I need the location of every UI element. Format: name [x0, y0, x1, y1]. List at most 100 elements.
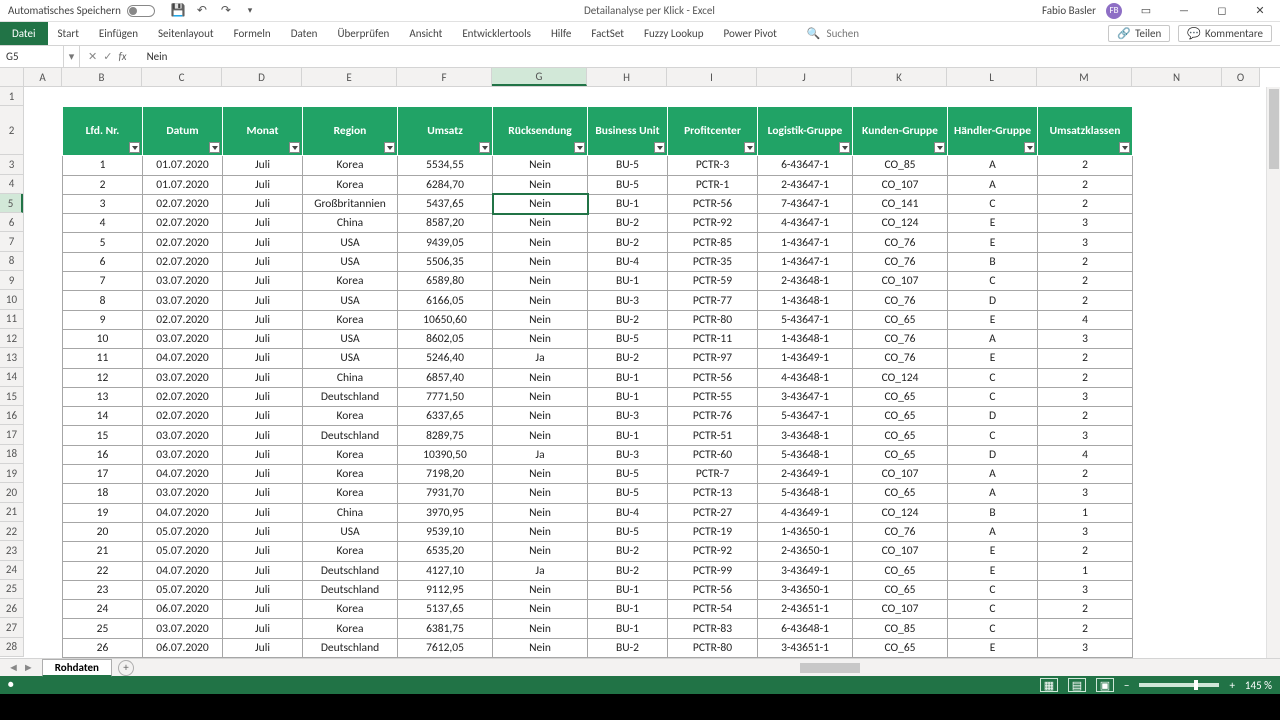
- cell[interactable]: PCTR-13: [668, 484, 758, 503]
- cell[interactable]: CO_141: [853, 194, 948, 213]
- cell[interactable]: Juli: [223, 407, 303, 426]
- cell[interactable]: 7771,50: [398, 387, 493, 406]
- minimize-icon[interactable]: —: [1170, 1, 1198, 21]
- cell[interactable]: E: [948, 561, 1038, 580]
- cell[interactable]: A: [948, 484, 1038, 503]
- cell[interactable]: 4: [1038, 445, 1133, 464]
- cell[interactable]: 15: [63, 426, 143, 445]
- cell[interactable]: BU-5: [588, 522, 668, 541]
- cell[interactable]: E: [948, 233, 1038, 252]
- cell[interactable]: 2-43647-1: [758, 175, 853, 194]
- cell[interactable]: PCTR-59: [668, 272, 758, 291]
- redo-icon[interactable]: ↷: [219, 4, 233, 18]
- cell[interactable]: Deutschland: [303, 638, 398, 657]
- cell[interactable]: 1-43648-1: [758, 291, 853, 310]
- cell[interactable]: 7612,05: [398, 638, 493, 657]
- cell[interactable]: E: [948, 310, 1038, 329]
- fx-icon[interactable]: fx: [118, 50, 132, 63]
- cell[interactable]: BU-5: [588, 465, 668, 484]
- cell[interactable]: 3: [1038, 580, 1133, 599]
- cell[interactable]: PCTR-56: [668, 194, 758, 213]
- cell[interactable]: Ja: [493, 445, 588, 464]
- col-header[interactable]: M: [1037, 68, 1132, 86]
- cell[interactable]: BU-1: [588, 580, 668, 599]
- cell[interactable]: CO_124: [853, 214, 948, 233]
- cell[interactable]: 8289,75: [398, 426, 493, 445]
- cell[interactable]: BU-2: [588, 233, 668, 252]
- col-header[interactable]: F: [397, 68, 492, 86]
- table-header[interactable]: Händler-Gruppe: [948, 107, 1038, 156]
- cell[interactable]: PCTR-51: [668, 426, 758, 445]
- table-header[interactable]: Rücksendung: [493, 107, 588, 156]
- cell[interactable]: BU-1: [588, 194, 668, 213]
- cell[interactable]: BU-2: [588, 214, 668, 233]
- cell[interactable]: 01.07.2020: [143, 175, 223, 194]
- filter-icon[interactable]: [654, 142, 665, 153]
- cell[interactable]: CO_65: [853, 445, 948, 464]
- autosave-toggle[interactable]: Automatisches Speichern: [0, 4, 163, 17]
- cell[interactable]: 2: [1038, 272, 1133, 291]
- table-header[interactable]: Profitcenter: [668, 107, 758, 156]
- cell[interactable]: 5246,40: [398, 349, 493, 368]
- tab-einfügen[interactable]: Einfügen: [89, 22, 148, 45]
- cell[interactable]: BU-1: [588, 272, 668, 291]
- cell[interactable]: 4: [1038, 310, 1133, 329]
- cell[interactable]: 1-43648-1: [758, 329, 853, 348]
- cell[interactable]: BU-5: [588, 156, 668, 175]
- cell[interactable]: D: [948, 407, 1038, 426]
- cell[interactable]: 4-43647-1: [758, 214, 853, 233]
- cell[interactable]: CO_65: [853, 580, 948, 599]
- cell[interactable]: USA: [303, 233, 398, 252]
- cell[interactable]: CO_65: [853, 561, 948, 580]
- table-header[interactable]: Kunden-Gruppe: [853, 107, 948, 156]
- cell[interactable]: 1: [1038, 503, 1133, 522]
- col-header[interactable]: D: [222, 68, 302, 86]
- cell[interactable]: Juli: [223, 561, 303, 580]
- row-header[interactable]: 7: [0, 232, 23, 251]
- zoom-in-icon[interactable]: +: [1229, 679, 1234, 692]
- cell[interactable]: Nein: [493, 194, 588, 213]
- cell[interactable]: BU-2: [588, 561, 668, 580]
- cell[interactable]: C: [948, 580, 1038, 599]
- cell[interactable]: Nein: [493, 387, 588, 406]
- cell[interactable]: BU-3: [588, 291, 668, 310]
- cell[interactable]: Nein: [493, 329, 588, 348]
- cell[interactable]: Korea: [303, 465, 398, 484]
- tab-hilfe[interactable]: Hilfe: [541, 22, 581, 45]
- zoom-out-icon[interactable]: −: [1124, 679, 1129, 692]
- cell[interactable]: Korea: [303, 310, 398, 329]
- cell[interactable]: 7931,70: [398, 484, 493, 503]
- cell[interactable]: 1-43650-1: [758, 522, 853, 541]
- cell[interactable]: 6857,40: [398, 368, 493, 387]
- cell[interactable]: 03.07.2020: [143, 619, 223, 638]
- cell[interactable]: Juli: [223, 619, 303, 638]
- cell[interactable]: 2: [1038, 368, 1133, 387]
- row-header[interactable]: 21: [0, 503, 23, 522]
- qat-more-icon[interactable]: ▾: [243, 4, 257, 18]
- cell[interactable]: E: [948, 638, 1038, 657]
- cell[interactable]: C: [948, 600, 1038, 619]
- row-header[interactable]: 23: [0, 541, 23, 560]
- cell[interactable]: 3970,95: [398, 503, 493, 522]
- cell[interactable]: 6535,20: [398, 542, 493, 561]
- accept-formula-icon[interactable]: ✓: [103, 50, 112, 63]
- cell[interactable]: 2: [1038, 619, 1133, 638]
- cell[interactable]: 02.07.2020: [143, 194, 223, 213]
- row-header[interactable]: 2: [0, 106, 23, 155]
- cell[interactable]: 02.07.2020: [143, 407, 223, 426]
- cell[interactable]: A: [948, 175, 1038, 194]
- row-header[interactable]: 10: [0, 290, 23, 309]
- tab-fuzzy lookup[interactable]: Fuzzy Lookup: [634, 22, 714, 45]
- cell[interactable]: 3: [1038, 426, 1133, 445]
- cell[interactable]: Juli: [223, 368, 303, 387]
- tab-power pivot[interactable]: Power Pivot: [713, 22, 786, 45]
- cell[interactable]: 9539,10: [398, 522, 493, 541]
- cell[interactable]: 11: [63, 349, 143, 368]
- cell[interactable]: 2-43651-1: [758, 600, 853, 619]
- cell[interactable]: 02.07.2020: [143, 310, 223, 329]
- col-header[interactable]: H: [587, 68, 667, 86]
- cell[interactable]: BU-4: [588, 503, 668, 522]
- cell[interactable]: CO_65: [853, 407, 948, 426]
- cell[interactable]: 03.07.2020: [143, 484, 223, 503]
- cell[interactable]: 02.07.2020: [143, 233, 223, 252]
